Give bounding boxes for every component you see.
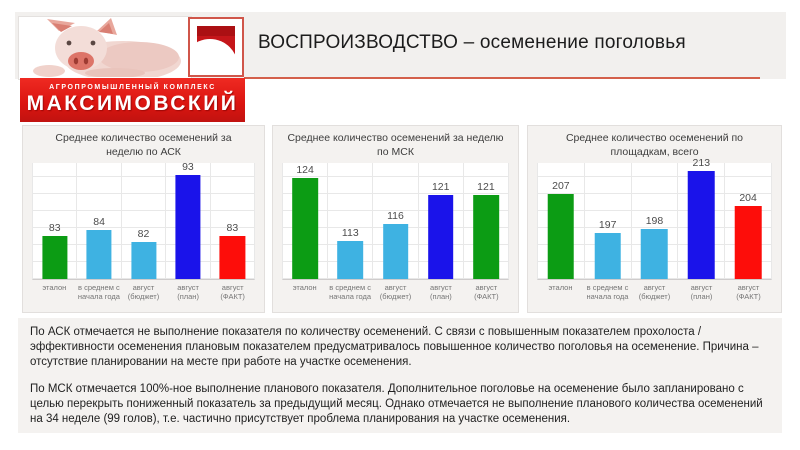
bar bbox=[594, 232, 621, 279]
bar bbox=[86, 230, 112, 279]
x-axis-label: август (ФАКТ) bbox=[220, 283, 245, 301]
x-axis-label: эталон bbox=[42, 283, 67, 292]
plot-column: 124 bbox=[283, 163, 329, 279]
chart-card-total: Среднее количество осеменений по площадк… bbox=[527, 125, 782, 313]
x-axis-label: август (план) bbox=[177, 283, 199, 301]
x-axis-label: август (бюджет) bbox=[379, 283, 412, 301]
bar-value-label: 121 bbox=[477, 180, 495, 193]
bar bbox=[734, 205, 762, 279]
bar bbox=[641, 228, 668, 279]
bar bbox=[473, 194, 499, 279]
x-axis-label: август (план) bbox=[430, 283, 452, 301]
chart-x-axis: эталон в среднем с начала года август (бюд… bbox=[32, 283, 255, 301]
plot-column: 197 bbox=[585, 163, 632, 279]
bar-value-label: 113 bbox=[341, 227, 359, 240]
plot-column: 213 bbox=[678, 157, 726, 279]
page-title: ВОСПРОИЗВОДСТВО – осеменение поголовья bbox=[258, 32, 686, 53]
plot-column: 116 bbox=[373, 163, 419, 279]
pig-photo-box bbox=[18, 16, 192, 80]
bar-value-label: 204 bbox=[739, 191, 757, 204]
bar-value-label: 82 bbox=[137, 228, 150, 241]
x-axis-label: август (бюджет) bbox=[638, 283, 671, 301]
banner-main-line: МАКСИМОВСКИЙ bbox=[26, 92, 239, 115]
bar bbox=[219, 236, 245, 279]
plot-column: 83 bbox=[211, 163, 254, 279]
plot-column: 82 bbox=[122, 163, 167, 279]
plot-column: 121 bbox=[419, 163, 464, 279]
bar bbox=[547, 193, 575, 279]
plot-column: 113 bbox=[328, 163, 374, 279]
bar bbox=[42, 236, 68, 279]
bar bbox=[175, 175, 201, 279]
chart-x-axis: эталон в среднем с начала года август (бюд… bbox=[537, 283, 772, 301]
bar-value-label: 116 bbox=[387, 209, 404, 222]
x-axis-label: август (ФАКТ) bbox=[474, 283, 499, 301]
bar-value-label: 207 bbox=[552, 179, 570, 192]
chart-plot-area: 207 197 198 213 204 bbox=[537, 157, 772, 280]
bar bbox=[292, 177, 318, 279]
pig-photo bbox=[19, 17, 189, 79]
chart-title: Среднее количество осеменений за неделю … bbox=[55, 132, 232, 158]
x-axis-label: в среднем с начала года bbox=[329, 283, 372, 301]
plot-column: 83 bbox=[33, 163, 78, 279]
bar-value-label: 213 bbox=[692, 156, 711, 169]
x-axis-label: август (ФАКТ) bbox=[736, 283, 761, 301]
x-axis-label: эталон bbox=[548, 283, 573, 292]
title-underline bbox=[244, 77, 760, 79]
plot-column: 93 bbox=[166, 161, 211, 279]
logo-mark-icon bbox=[197, 26, 235, 68]
chart-plot-area: 83 84 82 93 83 bbox=[32, 161, 255, 280]
chart-card-msk: Среднее количество осеменений за неделю … bbox=[272, 125, 519, 313]
bar bbox=[337, 241, 364, 279]
analysis-paragraph-ask: По АСК отмечается не выполнение показате… bbox=[30, 326, 759, 369]
chart-plot-area: 124 113 116 121 121 bbox=[282, 163, 509, 280]
brand-banner: АГРОПРОМЫШЛЕННЫЙ КОМПЛЕКС МАКСИМОВСКИЙ bbox=[20, 78, 245, 122]
bar-value-label: 197 bbox=[598, 218, 617, 231]
bar-value-label: 83 bbox=[48, 222, 61, 235]
x-axis-label: в среднем с начала года bbox=[586, 283, 629, 301]
chart-title: Среднее количество осеменений за неделю … bbox=[287, 132, 504, 158]
analysis-paragraph-msk: По МСК отмечается 100%-ное выполнение пл… bbox=[30, 382, 763, 425]
logo-box bbox=[188, 17, 244, 77]
chart-x-axis: эталон в среднем с начала года август (бюд… bbox=[282, 283, 509, 301]
bar bbox=[688, 170, 715, 279]
x-axis-label: в среднем с начала года bbox=[77, 283, 120, 301]
banner-top-line: АГРОПРОМЫШЛЕННЫЙ КОМПЛЕКС bbox=[49, 84, 216, 91]
bar bbox=[382, 223, 409, 279]
chart-title: Среднее количество осеменений по площадк… bbox=[565, 132, 744, 158]
bar bbox=[427, 194, 454, 279]
bar-value-label: 93 bbox=[182, 161, 194, 174]
x-axis-label: август (план) bbox=[690, 283, 713, 301]
analysis-panel: По АСК отмечается не выполнение показате… bbox=[18, 318, 782, 433]
chart-card-ask: Среднее количество осеменений за неделю … bbox=[22, 125, 265, 313]
plot-column: 84 bbox=[77, 163, 122, 279]
bar bbox=[130, 242, 157, 279]
plot-column: 204 bbox=[725, 163, 771, 279]
plot-column: 198 bbox=[632, 163, 679, 279]
bar-value-label: 121 bbox=[431, 180, 450, 193]
x-axis-label: эталон bbox=[292, 283, 317, 292]
bar-value-label: 84 bbox=[93, 216, 105, 229]
bar-value-label: 124 bbox=[296, 163, 314, 176]
bar-value-label: 198 bbox=[645, 214, 664, 227]
plot-column: 207 bbox=[538, 163, 585, 279]
plot-column: 121 bbox=[464, 163, 508, 279]
bar-value-label: 83 bbox=[226, 222, 239, 235]
x-axis-label: август (бюджет) bbox=[127, 283, 160, 301]
